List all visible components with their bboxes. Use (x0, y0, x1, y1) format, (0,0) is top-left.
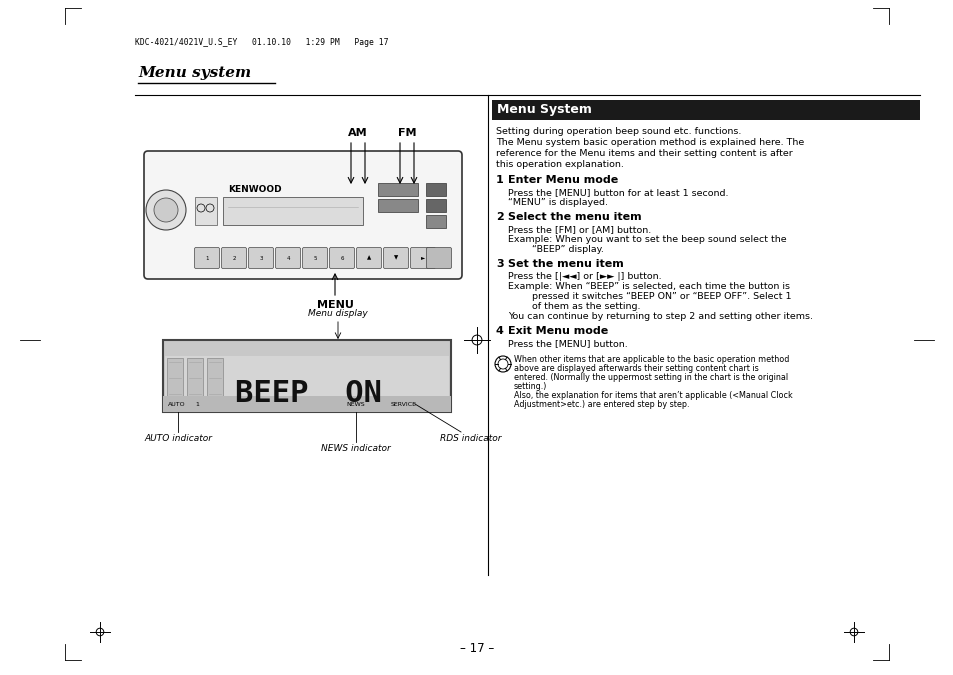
Bar (187, 358, 203, 404)
Text: AUTO: AUTO (168, 402, 186, 406)
Text: 4: 4 (286, 256, 290, 261)
Text: above are displayed afterwards their setting content chart is: above are displayed afterwards their set… (514, 364, 758, 373)
FancyBboxPatch shape (221, 248, 246, 269)
Text: of them as the setting.: of them as the setting. (507, 302, 639, 311)
Text: Menu System: Menu System (497, 103, 591, 117)
Text: SERVICE: SERVICE (391, 402, 416, 406)
Bar (377, 199, 417, 212)
Text: 3: 3 (259, 256, 262, 261)
FancyBboxPatch shape (383, 248, 408, 269)
Text: Enter Menu mode: Enter Menu mode (507, 175, 618, 185)
Text: 1: 1 (194, 402, 198, 406)
Text: 4: 4 (496, 326, 503, 336)
Text: 5: 5 (313, 256, 316, 261)
FancyBboxPatch shape (426, 248, 451, 269)
Text: Set the menu item: Set the menu item (507, 259, 623, 269)
Text: KENWOOD: KENWOOD (228, 185, 281, 194)
Text: RDS indicator: RDS indicator (439, 434, 501, 443)
Text: AM: AM (348, 128, 368, 138)
Bar (377, 183, 417, 196)
Text: Press the [MENU] button.: Press the [MENU] button. (507, 339, 627, 348)
Bar (492, 100, 919, 120)
Text: 2: 2 (232, 256, 235, 261)
Text: “BEEP” display.: “BEEP” display. (507, 245, 603, 254)
Text: Example: When you want to set the beep sound select the: Example: When you want to set the beep s… (507, 235, 786, 244)
FancyBboxPatch shape (248, 248, 274, 269)
Text: Setting during operation beep sound etc. functions.: Setting during operation beep sound etc.… (496, 127, 740, 136)
Bar (167, 358, 183, 404)
Text: reference for the Menu items and their setting content is after: reference for the Menu items and their s… (496, 149, 792, 158)
Text: 2: 2 (496, 212, 503, 222)
Text: The Menu system basic operation method is explained here. The: The Menu system basic operation method i… (496, 138, 803, 147)
Text: “MENU” is displayed.: “MENU” is displayed. (507, 198, 607, 207)
Text: Menu display: Menu display (308, 309, 368, 318)
Bar (207, 358, 223, 404)
Circle shape (153, 198, 178, 222)
Text: BEEP  ON: BEEP ON (234, 379, 381, 408)
Text: 1: 1 (205, 256, 209, 261)
Text: ►: ► (420, 256, 425, 261)
Text: 3: 3 (496, 259, 503, 269)
Text: MENU: MENU (316, 300, 353, 310)
FancyBboxPatch shape (144, 151, 461, 279)
FancyBboxPatch shape (275, 248, 300, 269)
FancyBboxPatch shape (356, 248, 381, 269)
Text: pressed it switches “BEEP ON” or “BEEP OFF”. Select 1: pressed it switches “BEEP ON” or “BEEP O… (507, 292, 791, 301)
Text: NEWS indicator: NEWS indicator (321, 444, 391, 453)
Bar (163, 340, 451, 412)
Text: You can continue by returning to step 2 and setting other items.: You can continue by returning to step 2 … (507, 312, 812, 321)
Bar (165, 356, 449, 410)
Text: AUTO indicator: AUTO indicator (144, 434, 212, 443)
Bar (426, 199, 446, 212)
Text: Also, the explanation for items that aren’t applicable (<Manual Clock: Also, the explanation for items that are… (514, 391, 792, 400)
Text: Press the [FM] or [AM] button.: Press the [FM] or [AM] button. (507, 225, 651, 234)
Text: 6: 6 (340, 256, 343, 261)
Text: Adjustment>etc.) are entered step by step.: Adjustment>etc.) are entered step by ste… (514, 400, 689, 409)
Text: Menu system: Menu system (138, 66, 251, 80)
Bar (163, 396, 451, 412)
Text: Select the menu item: Select the menu item (507, 212, 641, 222)
Text: ▼: ▼ (394, 256, 397, 261)
Text: ▲: ▲ (367, 256, 371, 261)
Bar (194, 197, 216, 225)
Text: setting.): setting.) (514, 382, 547, 391)
FancyBboxPatch shape (329, 248, 355, 269)
Text: Exit Menu mode: Exit Menu mode (507, 326, 608, 336)
FancyBboxPatch shape (410, 248, 435, 269)
Circle shape (146, 190, 186, 230)
Text: Press the [MENU] button for at least 1 second.: Press the [MENU] button for at least 1 s… (507, 188, 728, 197)
Text: Example: When “BEEP” is selected, each time the button is: Example: When “BEEP” is selected, each t… (507, 282, 789, 291)
Text: FM: FM (397, 128, 416, 138)
Bar (426, 215, 446, 228)
Text: this operation explanation.: this operation explanation. (496, 160, 623, 169)
Text: Press the [|◄◄] or [►► |] button.: Press the [|◄◄] or [►► |] button. (507, 272, 661, 281)
FancyBboxPatch shape (302, 248, 327, 269)
Text: When other items that are applicable to the basic operation method: When other items that are applicable to … (514, 355, 788, 364)
Text: – 17 –: – 17 – (459, 641, 494, 655)
FancyBboxPatch shape (194, 248, 219, 269)
Bar (223, 197, 363, 225)
Text: NEWS: NEWS (346, 402, 364, 406)
Text: 1: 1 (496, 175, 503, 185)
Text: entered. (Normally the uppermost setting in the chart is the original: entered. (Normally the uppermost setting… (514, 373, 787, 382)
Bar (426, 183, 446, 196)
Text: KDC-4021/4021V_U.S_EY   01.10.10   1:29 PM   Page 17: KDC-4021/4021V_U.S_EY 01.10.10 1:29 PM P… (135, 38, 388, 47)
